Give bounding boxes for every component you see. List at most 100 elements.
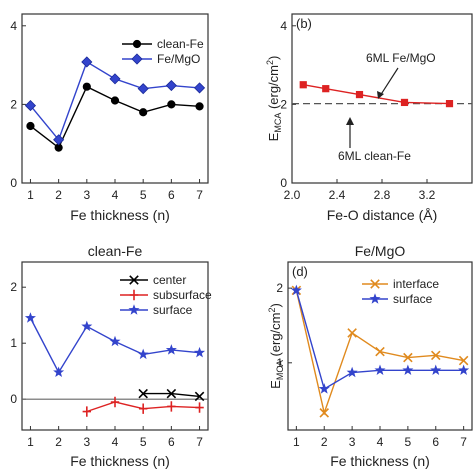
x-tick-label: 2.0 [284, 188, 301, 202]
data-point-b-0 [299, 81, 307, 89]
y-tick-label: 0 [10, 176, 17, 190]
x-tick-label: 3.2 [419, 188, 436, 202]
x-tick-label: 1 [27, 435, 34, 449]
legend-marker [131, 53, 143, 65]
data-point-a-1 [24, 100, 37, 112]
x-tick-label: 2.4 [329, 188, 346, 202]
x-tick-label: 5 [140, 435, 147, 449]
data-point-c-1 [138, 403, 148, 414]
x-tick-label: 1 [293, 435, 300, 449]
panel-title: clean-Fe [88, 243, 143, 259]
legend-label: subsurface [153, 288, 212, 302]
data-point-c-2 [137, 348, 149, 360]
y-tick-label: 0 [280, 176, 287, 190]
data-point-d-1 [374, 364, 386, 375]
x-tick-label: 5 [405, 435, 412, 449]
data-point-d-1 [346, 366, 358, 378]
data-point-c-2 [24, 312, 36, 323]
legend-label: clean-Fe [157, 37, 204, 51]
y-axis-label-ylabel_end: ) [266, 56, 281, 60]
y-axis-label: EMCA (erg/cm2) [267, 303, 285, 389]
legend-label: center [153, 273, 186, 287]
x-tick-label: 6 [432, 435, 439, 449]
data-point-b-0 [322, 85, 330, 93]
x-tick-label: 1 [27, 188, 34, 202]
legend-marker [129, 289, 139, 301]
data-point-a-1 [193, 82, 206, 94]
data-point-c-0 [194, 391, 205, 402]
annotation-label: 6ML Fe/MgO [366, 51, 436, 65]
data-point-a-1 [137, 83, 149, 95]
legend-marker [132, 39, 142, 49]
data-point-d-1 [318, 383, 330, 394]
x-axis-label: Fe thickness (n) [330, 453, 430, 469]
legend-marker [128, 304, 140, 315]
x-tick-label: 4 [377, 435, 384, 449]
data-point-c-2 [53, 366, 65, 378]
y-axis-label-ylabel_sub: MCA [275, 360, 285, 380]
data-point-c-1 [110, 396, 120, 408]
y-tick-label: 2 [10, 97, 17, 111]
data-point-a-1 [53, 134, 65, 146]
legend-marker [370, 279, 380, 289]
data-point-d-1 [402, 364, 414, 375]
data-point-a-1 [109, 73, 121, 85]
annotation-label: 6ML clean-Fe [338, 149, 411, 163]
data-point-a-0 [82, 82, 91, 91]
data-point-d-0 [458, 355, 469, 366]
y-axis-label-ylabel_main: E [268, 380, 283, 389]
series-line-c-2 [29, 317, 200, 374]
legend-label: surface [393, 292, 433, 306]
data-point-a-0 [195, 102, 204, 111]
y-tick-label: 1 [276, 356, 283, 370]
legend-marker [129, 275, 139, 285]
y-tick-label: 4 [280, 19, 287, 33]
data-point-d-0 [430, 350, 441, 361]
panel-label: (d) [292, 264, 308, 279]
data-point-c-2 [165, 344, 177, 355]
x-tick-label: 7 [196, 435, 203, 449]
data-point-c-2 [194, 346, 206, 358]
y-axis-label-ylabel_main: E [266, 132, 281, 141]
x-tick-label: 7 [460, 435, 467, 449]
x-axis-label: Fe-O distance (Å) [327, 207, 437, 223]
x-tick-label: 6 [168, 188, 175, 202]
x-tick-label: 5 [140, 188, 147, 202]
plot-frame [287, 261, 473, 431]
data-point-c-1 [167, 401, 176, 412]
y-axis-label-ylabel_sub: MCA [273, 113, 283, 133]
y-tick-label: 2 [280, 97, 287, 111]
x-tick-label: 7 [196, 188, 203, 202]
data-point-a-0 [110, 96, 120, 105]
data-point-b-0 [355, 90, 364, 99]
data-point-c-2 [109, 335, 121, 347]
x-tick-label: 4 [112, 435, 119, 449]
legend-label: surface [153, 303, 193, 317]
legend-label: interface [393, 277, 439, 291]
x-tick-label: 3 [349, 435, 356, 449]
x-tick-label: 2 [55, 188, 62, 202]
panel-label: (b) [296, 16, 312, 31]
annotation-arrow [379, 67, 399, 97]
panel-c: 1 2 3 4 5 6 7 0 1 2 Fe thickness (n) clean-Fe center… [10, 243, 212, 469]
data-point-d-1 [290, 284, 302, 296]
annotation-arrowhead [346, 117, 354, 125]
data-point-c-0 [138, 388, 148, 399]
panel-title: Fe/MgO [355, 243, 406, 259]
y-tick-label: 2 [276, 281, 283, 295]
data-point-d-0 [375, 346, 385, 357]
data-point-d-0 [319, 408, 330, 418]
x-tick-label: 2 [55, 435, 62, 449]
data-point-c-1 [195, 402, 204, 413]
data-point-d-1 [430, 364, 442, 375]
x-tick-label: 6 [168, 435, 175, 449]
x-tick-label: 4 [112, 188, 119, 202]
y-axis-label-ylabel_end: ) [268, 303, 283, 307]
y-axis-label-ylabel_rest: (erg/cm [268, 313, 283, 361]
y-tick-label: 4 [10, 19, 17, 33]
data-point-a-0 [167, 100, 176, 109]
legend-label: Fe/MgO [157, 52, 200, 66]
